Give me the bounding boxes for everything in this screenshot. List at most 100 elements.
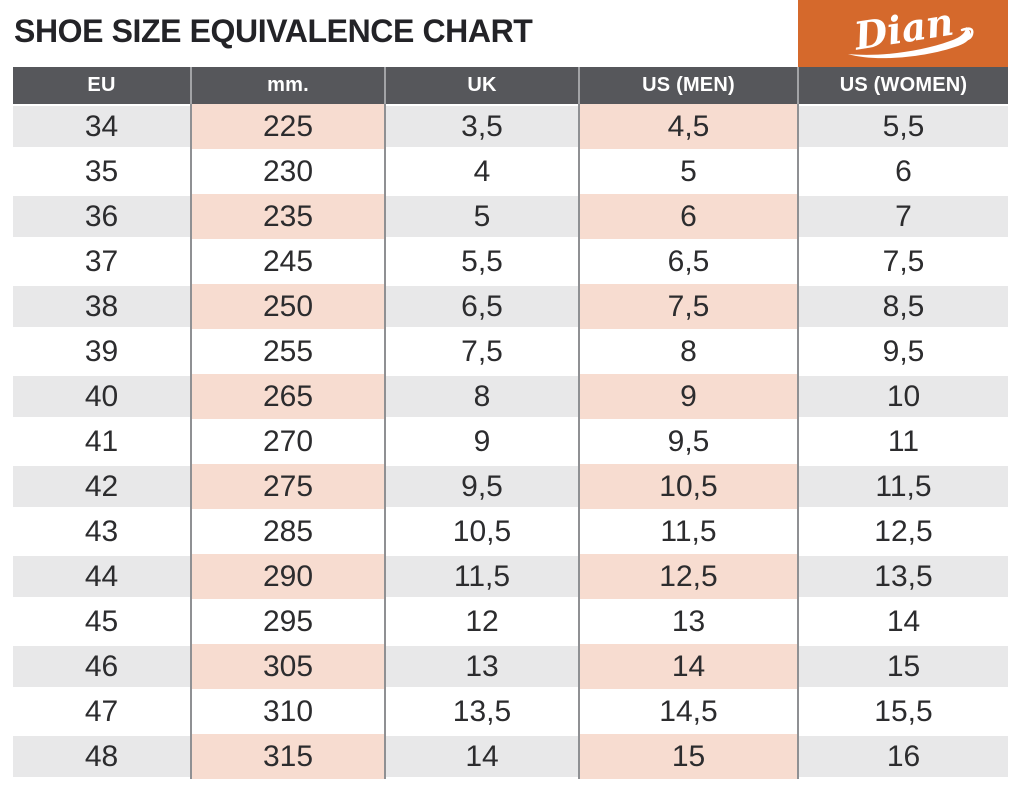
table-cell-us-men: 6,5 <box>578 239 798 284</box>
table-cell-eu: 41 <box>13 419 191 464</box>
table-cell-us-men: 14,5 <box>578 689 798 734</box>
table-cell-us-men: 9 <box>578 374 798 419</box>
table-row: 47 310 13,5 14,5 15,5 <box>13 689 1008 734</box>
size-table-header: EU mm. UK US (MEN) US (WOMEN) <box>13 67 1008 104</box>
table-cell-mm: 255 <box>190 329 385 374</box>
table-cell-mm: 270 <box>190 419 385 464</box>
table-cell-eu: 43 <box>13 509 191 554</box>
table-cell-us-men: 9,5 <box>578 419 798 464</box>
table-row: 41 270 9 9,5 11 <box>13 419 1008 464</box>
table-row: 43 285 10,5 11,5 12,5 <box>13 509 1008 554</box>
table-row: 40 265 8 9 10 <box>13 374 1008 419</box>
table-cell-us-men: 14 <box>578 644 798 689</box>
table-cell-uk: 13,5 <box>384 689 579 734</box>
table-cell-us-men: 15 <box>578 734 798 779</box>
table-cell-eu: 40 <box>13 374 191 419</box>
table-cell-us-women: 8,5 <box>797 284 1008 329</box>
column-header-us-women: US (WOMEN) <box>797 67 1008 104</box>
table-cell-us-men: 12,5 <box>578 554 798 599</box>
table-row: 34 225 3,5 4,5 5,5 <box>13 104 1008 149</box>
table-cell-mm: 315 <box>190 734 385 779</box>
logo-underline-flourish <box>848 27 971 59</box>
table-cell-us-women: 7,5 <box>797 239 1008 284</box>
table-row: 36 235 5 6 7 <box>13 194 1008 239</box>
table-cell-us-men: 10,5 <box>578 464 798 509</box>
table-cell-mm: 275 <box>190 464 385 509</box>
table-row: 46 305 13 14 15 <box>13 644 1008 689</box>
column-header-us-men: US (MEN) <box>578 67 798 104</box>
table-cell-us-men: 11,5 <box>578 509 798 554</box>
table-cell-us-men: 4,5 <box>578 104 798 149</box>
table-cell-uk: 13 <box>384 644 579 689</box>
table-row: 35 230 4 5 6 <box>13 149 1008 194</box>
table-row: 38 250 6,5 7,5 8,5 <box>13 284 1008 329</box>
table-cell-us-women: 12,5 <box>797 509 1008 554</box>
table-cell-us-women: 15,5 <box>797 689 1008 734</box>
table-cell-mm: 235 <box>190 194 385 239</box>
table-cell-uk: 14 <box>384 734 579 779</box>
table-cell-uk: 11,5 <box>384 554 579 599</box>
table-cell-uk: 9 <box>384 419 579 464</box>
table-cell-uk: 7,5 <box>384 329 579 374</box>
table-cell-mm: 305 <box>190 644 385 689</box>
table-cell-us-women: 15 <box>797 644 1008 689</box>
table-cell-eu: 46 <box>13 644 191 689</box>
table-cell-uk: 8 <box>384 374 579 419</box>
table-cell-uk: 5,5 <box>384 239 579 284</box>
table-cell-us-women: 13,5 <box>797 554 1008 599</box>
table-cell-eu: 38 <box>13 284 191 329</box>
table-cell-eu: 42 <box>13 464 191 509</box>
table-cell-uk: 9,5 <box>384 464 579 509</box>
table-row: 45 295 12 13 14 <box>13 599 1008 644</box>
brand-logo: Dian <box>798 0 1008 67</box>
table-cell-mm: 225 <box>190 104 385 149</box>
table-cell-uk: 12 <box>384 599 579 644</box>
table-cell-mm: 265 <box>190 374 385 419</box>
table-cell-mm: 250 <box>190 284 385 329</box>
table-cell-eu: 39 <box>13 329 191 374</box>
table-cell-eu: 45 <box>13 599 191 644</box>
table-cell-us-women: 6 <box>797 149 1008 194</box>
table-cell-mm: 230 <box>190 149 385 194</box>
table-cell-mm: 285 <box>190 509 385 554</box>
size-table: EU mm. UK US (MEN) US (WOMEN) 34 225 3,5 4,… <box>13 67 1008 779</box>
brand-logo-graphic: Dian <box>848 0 974 59</box>
table-cell-us-men: 13 <box>578 599 798 644</box>
table-cell-us-women: 14 <box>797 599 1008 644</box>
table-row: 37 245 5,5 6,5 7,5 <box>13 239 1008 284</box>
table-cell-eu: 44 <box>13 554 191 599</box>
table-cell-uk: 6,5 <box>384 284 579 329</box>
table-cell-uk: 10,5 <box>384 509 579 554</box>
table-cell-mm: 295 <box>190 599 385 644</box>
table-cell-eu: 36 <box>13 194 191 239</box>
table-cell-us-men: 6 <box>578 194 798 239</box>
header-row: EU mm. UK US (MEN) US (WOMEN) <box>13 67 1008 104</box>
table-row: 42 275 9,5 10,5 11,5 <box>13 464 1008 509</box>
table-row: 44 290 11,5 12,5 13,5 <box>13 554 1008 599</box>
table-cell-us-women: 11,5 <box>797 464 1008 509</box>
table-cell-eu: 35 <box>13 149 191 194</box>
table-cell-us-men: 5 <box>578 149 798 194</box>
table-row: 48 315 14 15 16 <box>13 734 1008 779</box>
table-cell-mm: 310 <box>190 689 385 734</box>
table-cell-us-women: 16 <box>797 734 1008 779</box>
table-cell-uk: 5 <box>384 194 579 239</box>
table-cell-us-women: 11 <box>797 419 1008 464</box>
table-cell-us-women: 9,5 <box>797 329 1008 374</box>
column-header-uk: UK <box>384 67 579 104</box>
logo-flourish-curl <box>958 27 974 41</box>
table-cell-us-women: 10 <box>797 374 1008 419</box>
table-cell-eu: 48 <box>13 734 191 779</box>
column-header-mm: mm. <box>190 67 385 104</box>
table-cell-uk: 3,5 <box>384 104 579 149</box>
table-cell-us-men: 8 <box>578 329 798 374</box>
column-header-eu: EU <box>13 67 191 104</box>
table-cell-eu: 37 <box>13 239 191 284</box>
size-table-body: 34 225 3,5 4,5 5,5 35 230 4 5 6 36 235 5 6 7 37 245 5,5 6,… <box>13 104 1008 779</box>
table-cell-eu: 34 <box>13 104 191 149</box>
table-cell-mm: 245 <box>190 239 385 284</box>
page-title: SHOE SIZE EQUIVALENCE CHART <box>14 13 533 49</box>
table-cell-us-women: 5,5 <box>797 104 1008 149</box>
table-cell-uk: 4 <box>384 149 579 194</box>
